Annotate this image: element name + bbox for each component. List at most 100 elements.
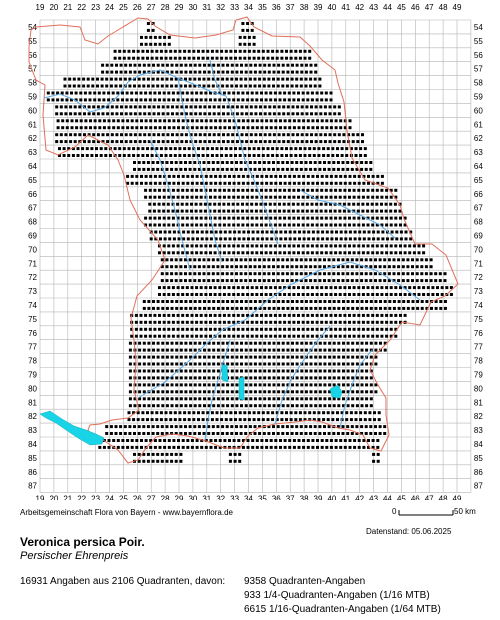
occurrence-dot — [286, 306, 290, 310]
occurrence-dot — [119, 77, 123, 81]
occurrence-dot — [282, 140, 286, 144]
occurrence-dot — [227, 293, 231, 296]
occurrence-dot — [175, 63, 179, 67]
occurrence-dot — [397, 300, 401, 303]
occurrence-dot — [264, 313, 268, 317]
row-label: 86 — [28, 468, 37, 477]
col-label: 25 — [119, 3, 128, 12]
occurrence-dot — [107, 126, 111, 130]
occurrence-dot — [278, 334, 282, 338]
occurrence-dot — [197, 279, 201, 283]
occurrence-dot — [337, 341, 341, 345]
occurrence-dot — [329, 181, 333, 185]
occurrence-dot — [324, 286, 328, 290]
occurrence-dot — [352, 209, 356, 213]
occurrence-dot — [153, 98, 157, 102]
occurrence-dot — [118, 154, 122, 157]
occurrence-dot — [167, 91, 171, 95]
occurrence-dot — [361, 313, 365, 317]
occurrence-dot — [292, 195, 296, 199]
occurrence-dot — [133, 355, 137, 359]
occurrence-dot — [239, 77, 243, 81]
occurrence-dot — [171, 327, 175, 331]
occurrence-dot — [184, 77, 187, 81]
occurrence-dot — [203, 376, 206, 380]
occurrence-dot — [318, 432, 322, 435]
occurrence-dot — [324, 327, 328, 331]
occurrence-dot — [302, 237, 306, 241]
occurrence-dot — [152, 133, 156, 137]
occurrence-dot — [167, 98, 171, 102]
occurrence-dot — [200, 181, 204, 185]
occurrence-dot — [364, 432, 368, 435]
occurrence-dot — [209, 223, 212, 227]
occurrence-dot — [336, 411, 339, 415]
occurrence-dot — [275, 411, 279, 415]
occurrence-dot — [343, 439, 347, 442]
occurrence-dot — [72, 77, 76, 81]
occurrence-dot — [187, 49, 191, 53]
occurrence-dot — [219, 237, 223, 241]
occurrence-dot — [82, 77, 86, 81]
occurrence-dot — [348, 293, 351, 296]
occurrence-dot — [336, 161, 340, 164]
occurrence-dot — [371, 445, 375, 449]
occurrence-dot — [379, 300, 382, 303]
occurrence-dot — [250, 286, 254, 290]
occurrence-dot — [280, 56, 284, 60]
occurrence-dot — [320, 98, 324, 102]
occurrence-dot — [179, 300, 183, 303]
occurrence-dot — [366, 188, 370, 192]
occurrence-dot — [202, 279, 206, 283]
occurrence-dot — [276, 161, 280, 164]
occurrence-dot — [176, 327, 180, 331]
occurrence-dot — [241, 202, 244, 206]
occurrence-dot — [164, 418, 168, 422]
occurrence-dot — [263, 63, 267, 67]
occurrence-dot — [265, 445, 269, 449]
occurrence-dot — [71, 154, 75, 157]
occurrence-dot — [113, 147, 117, 151]
occurrence-dot — [240, 63, 243, 67]
occurrence-dot — [229, 49, 233, 53]
occurrence-dot — [240, 300, 243, 303]
occurrence-dot — [285, 167, 289, 171]
occurrence-dot — [279, 174, 282, 178]
occurrence-dot — [181, 327, 185, 331]
occurrence-dot — [91, 84, 95, 88]
occurrence-dot — [273, 209, 277, 213]
occurrence-dot — [207, 369, 211, 373]
occurrence-dot — [201, 49, 205, 53]
occurrence-dot — [106, 133, 110, 137]
occurrence-dot — [79, 119, 83, 123]
occurrence-dot — [246, 286, 250, 290]
occurrence-dot — [209, 91, 212, 95]
occurrence-dot — [362, 445, 366, 449]
occurrence-dot — [397, 265, 401, 269]
occurrence-dot — [315, 98, 319, 102]
occurrence-dot — [167, 286, 171, 290]
occurrence-dot — [124, 70, 128, 74]
occurrence-dot — [306, 126, 310, 130]
occurrence-dot — [328, 140, 332, 144]
occurrence-dot — [323, 348, 327, 352]
occurrence-dot — [346, 272, 350, 276]
col-label: 22 — [77, 3, 86, 12]
occurrence-dot — [212, 112, 216, 116]
occurrence-dot — [334, 439, 338, 442]
occurrence-dot — [161, 348, 165, 352]
occurrence-dot — [181, 293, 185, 296]
occurrence-dot — [151, 28, 155, 32]
occurrence-dot — [138, 397, 142, 401]
occurrence-dot — [384, 202, 388, 206]
occurrence-dot — [306, 174, 310, 178]
occurrence-dot — [208, 133, 212, 137]
occurrence-dot — [232, 334, 236, 338]
occurrence-dot — [75, 126, 79, 130]
occurrence-dot — [314, 355, 318, 359]
occurrence-dot — [286, 63, 290, 67]
occurrence-dot — [309, 341, 313, 345]
occurrence-dot — [315, 251, 319, 255]
occurrence-dot — [311, 230, 315, 234]
occurrence-dot — [379, 341, 382, 345]
